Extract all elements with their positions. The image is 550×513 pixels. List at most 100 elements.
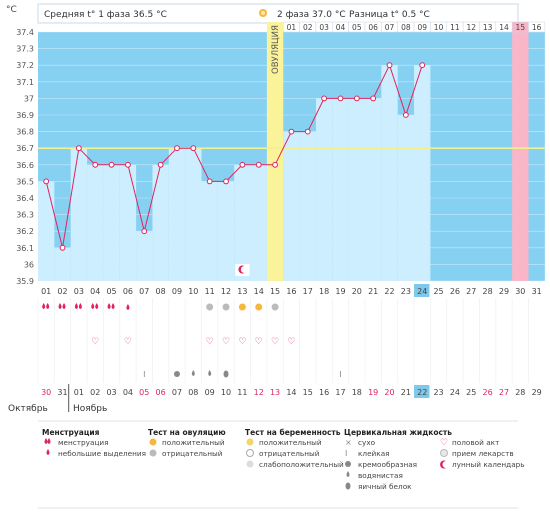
calendar-dates: Октябрь Ноябрь 30 31 01 02 03 04 05 06 07 08 09 10 1… xyxy=(8,384,542,414)
calendar-date-label: 10 xyxy=(221,388,231,397)
y-unit-label: °C xyxy=(6,5,17,15)
x-day-label: 19 xyxy=(335,287,345,296)
creamy-icon xyxy=(345,461,351,467)
y-tick-label: 36.3 xyxy=(16,211,34,220)
temperature-point xyxy=(75,145,82,152)
y-tick-label: 36.1 xyxy=(16,244,34,253)
x-axis-days: 01 02 03 04 05 06 07 08 09 10 11 12 13 14 15 16 17 18 19 20… xyxy=(41,284,542,297)
x-day-label: 25 xyxy=(433,287,443,296)
calendar-date-label: 24 xyxy=(450,388,460,397)
x-day-label: 12 xyxy=(221,287,231,296)
legend-pregnancy-test-title: Тест на беременность xyxy=(245,428,341,437)
temperature-point xyxy=(255,161,262,168)
x-day-label: 10 xyxy=(188,287,198,296)
phase2-day-label: 11 xyxy=(450,23,460,32)
x-day-label: 11 xyxy=(205,287,215,296)
x-day-label: 23 xyxy=(401,287,411,296)
calendar-date-label: 03 xyxy=(106,388,116,397)
temperature-bar xyxy=(315,98,333,282)
temperature-point xyxy=(108,161,115,168)
x-day-label: 31 xyxy=(532,287,542,296)
temperature-point xyxy=(353,95,360,102)
ovulation-positive-icon xyxy=(255,303,263,311)
temperature-bar xyxy=(54,247,71,281)
temperature-bar xyxy=(217,181,235,281)
y-tick-label: 37.3 xyxy=(16,45,34,54)
legend-medication: прием лекарств xyxy=(452,449,514,458)
y-tick-label: 37 xyxy=(24,94,34,103)
x-day-label: 18 xyxy=(319,287,329,296)
calendar-date-label: 18 xyxy=(352,388,362,397)
x-day-label: 01 xyxy=(41,287,51,296)
x-day-label: 26 xyxy=(450,287,460,296)
temperature-bar xyxy=(201,181,218,281)
temperature-point xyxy=(272,161,278,168)
calendar-date-label: 31 xyxy=(57,388,67,397)
calendar-date-label: 19 xyxy=(368,388,378,397)
ovulation-column xyxy=(266,22,284,281)
period-start-column xyxy=(512,22,529,281)
calendar-date-label: 29 xyxy=(532,388,542,397)
x-day-label: 08 xyxy=(156,287,166,296)
x-day-label: 14 xyxy=(254,287,264,296)
x-day-label: 13 xyxy=(237,287,247,296)
temperature-point xyxy=(125,161,131,168)
egg-white-icon xyxy=(345,482,351,490)
y-tick-label: 37.2 xyxy=(16,61,34,70)
y-tick-label: 36.4 xyxy=(16,194,34,203)
temperature-point xyxy=(223,178,229,185)
ovulation-label: ОВУЛЯЦИЯ xyxy=(271,25,281,74)
legend-cervical-watery: водянистая xyxy=(358,471,403,480)
x-day-label: 03 xyxy=(74,287,84,296)
medication-icon xyxy=(440,449,448,457)
x-day-label: 30 xyxy=(515,287,525,296)
x-day-label: 16 xyxy=(286,287,296,296)
month-prev-label: Октябрь xyxy=(8,404,48,414)
moon-cell xyxy=(235,264,250,276)
phase2-day-label: 15 xyxy=(516,23,526,32)
calendar-date-label: 25 xyxy=(466,388,476,397)
highlight-date-cell xyxy=(414,385,430,398)
menstruation-icon xyxy=(42,303,50,309)
x-day-label: 05 xyxy=(106,287,116,296)
phase2-day-label: 05 xyxy=(352,23,362,32)
calendar-date-label: 21 xyxy=(401,388,411,397)
temperature-point xyxy=(337,95,344,102)
calendar-date-label: 13 xyxy=(270,388,280,397)
heart-icon: ♡ xyxy=(124,337,132,347)
menstruation-icon xyxy=(91,303,99,309)
calendar-date-label: 22 xyxy=(417,388,427,397)
calendar-date-label: 01 xyxy=(74,388,84,397)
calendar-date-label: 15 xyxy=(303,388,313,397)
x-day-label: 02 xyxy=(57,287,67,296)
temperature-point xyxy=(304,128,311,135)
temperature-bar xyxy=(414,65,431,281)
legend-lunar-calendar: лунный календарь xyxy=(452,460,525,469)
temperature-difference: Разница t° 0.5 °С xyxy=(349,10,430,20)
calendar-date-label: 17 xyxy=(335,388,345,397)
legend-menstruation-item: менструация xyxy=(58,438,109,447)
menstruation-icon xyxy=(107,303,115,309)
watery-icon xyxy=(208,370,212,376)
phase2-day-cell xyxy=(528,21,546,33)
watery-icon xyxy=(191,370,195,376)
highlight-day-cell xyxy=(414,284,430,297)
temperature-bar xyxy=(103,164,120,281)
ovulation-negative-icon xyxy=(206,303,214,311)
temperature-point xyxy=(402,112,409,118)
temperature-point xyxy=(370,95,377,102)
calendar-date-label: 30 xyxy=(41,388,51,397)
phase2-day-label: 06 xyxy=(368,23,378,32)
temperature-point xyxy=(321,95,328,102)
y-tick-label: 37.4 xyxy=(16,28,34,37)
calendar-date-label: 14 xyxy=(286,388,296,397)
temperature-bar xyxy=(185,148,202,281)
calendar-date-label: 12 xyxy=(254,388,264,397)
y-tick-label: 36.8 xyxy=(16,128,34,137)
temperature-bar xyxy=(70,148,88,281)
y-tick-label: 36 xyxy=(24,260,34,269)
x-day-label: 22 xyxy=(384,287,394,296)
x-day-label: 28 xyxy=(483,287,493,296)
phase2-day-label: 13 xyxy=(483,23,493,32)
